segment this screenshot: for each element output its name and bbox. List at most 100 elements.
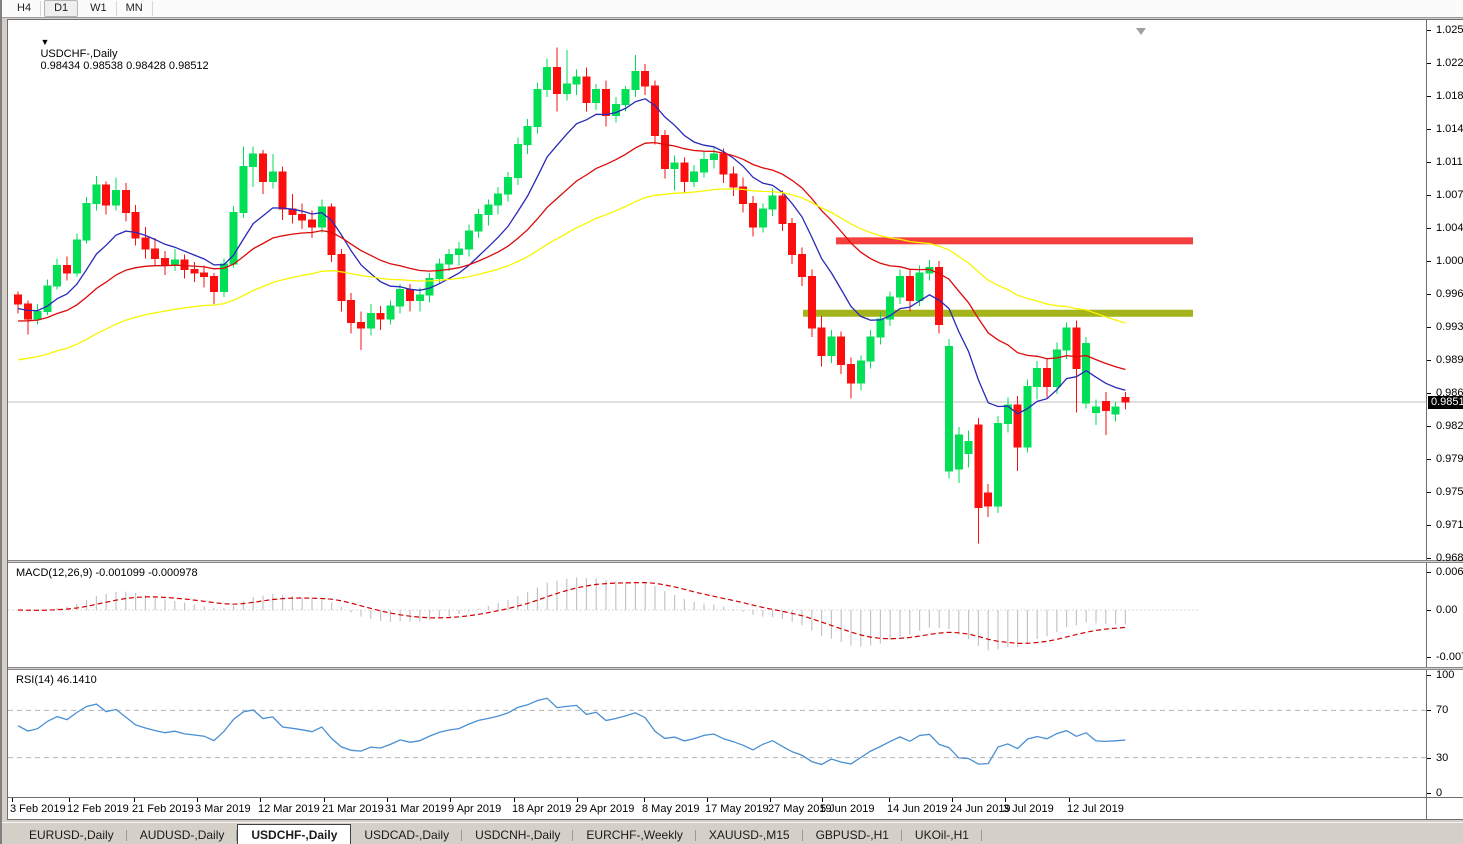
price-scale-tick [1427, 294, 1431, 295]
price-scale-label: 1.01130 [1436, 156, 1463, 168]
timeframe-button-w1[interactable]: W1 [81, 1, 117, 16]
tab-separator [694, 830, 696, 841]
candle [92, 175, 101, 211]
candle [553, 47, 561, 112]
splitter-macd-rsi[interactable] [8, 667, 1463, 670]
candle [847, 357, 855, 399]
macd-scale-label: 0.00613 [1436, 566, 1463, 578]
time-axis-tick [197, 798, 198, 802]
price-scale-tick [1427, 228, 1431, 229]
candle [543, 58, 552, 97]
candle [788, 217, 797, 264]
candle [210, 272, 218, 305]
tab-separator [572, 830, 574, 841]
candle [533, 82, 542, 134]
price-chart-panel[interactable]: ▼ USDCHF-,Daily 0.98434 0.98538 0.98428 … [8, 20, 1426, 560]
candle [562, 50, 571, 101]
candle [925, 260, 934, 281]
candle [513, 137, 522, 185]
chart-shift-marker-icon[interactable] [1136, 28, 1146, 35]
time-axis-tick [134, 798, 135, 802]
candle [592, 84, 601, 110]
rsi-scale-label: 0 [1436, 787, 1443, 799]
candle [856, 355, 865, 391]
time-axis-label: 29 Apr 2019 [575, 803, 635, 815]
rsi-scale-label: 70 [1436, 704, 1449, 717]
time-axis-tick [889, 798, 890, 802]
time-axis[interactable]: 3 Feb 2019 12 Feb 2019 21 Feb 2019 3 Mar 20… [8, 797, 1463, 818]
candle [798, 247, 806, 286]
timeframe-button-d1[interactable]: D1 [44, 0, 79, 17]
candle [494, 186, 503, 215]
price-scale-label: 1.00410 [1436, 222, 1463, 234]
chart-ohlc-values: 0.98434 0.98538 0.98428 0.98512 [40, 60, 209, 72]
time-axis-label: 12 Feb 2019 [67, 803, 129, 815]
candle [827, 329, 836, 363]
current-price-badge: 0.98512 [1428, 395, 1463, 409]
price-scale-tick [1427, 360, 1431, 361]
candle [1092, 399, 1100, 426]
macd-label: MACD(12,26,9) -0.001099 -0.000978 [16, 567, 198, 579]
time-axis-label: 3 Mar 2019 [195, 803, 251, 815]
candle [23, 300, 32, 335]
chart-tab-audusd-daily[interactable]: AUDUSD-,Daily [127, 826, 238, 844]
symbol-dropdown-icon[interactable]: ▼ [40, 37, 50, 47]
price-scale-tick [1427, 261, 1431, 262]
candle [1101, 392, 1110, 436]
moving-average-fast [17, 98, 1126, 415]
candle [778, 190, 787, 231]
candle [758, 203, 767, 233]
candle [141, 227, 150, 259]
candle [14, 291, 22, 314]
candle [807, 269, 816, 338]
chart-tab-eurchf-weekly[interactable]: EURCHF-,Weekly [573, 826, 696, 844]
moving-average-slow [17, 188, 1126, 361]
candle [621, 85, 630, 112]
chart-tab-usdcnh-daily[interactable]: USDCNH-,Daily [462, 826, 574, 844]
candle [1111, 401, 1120, 422]
price-scale[interactable]: 1.02570 1.02210 1.01850 1.01490 1.01130 1.007… [1426, 20, 1463, 564]
chart-tab-usdcad-daily[interactable]: USDCAD-,Daily [351, 826, 463, 844]
candle [1033, 360, 1042, 400]
tab-separator [980, 830, 982, 841]
candle [817, 316, 826, 367]
splitter-price-macd[interactable] [8, 560, 1463, 563]
candle [415, 287, 424, 312]
price-scale-tick [1427, 327, 1431, 328]
chart-tab-xauusd-m15[interactable]: XAUUSD-,M15 [696, 826, 803, 844]
tab-separator [801, 830, 803, 841]
timeframe-toolbar: H4 D1 W1 MN [2, 0, 1463, 18]
rsi-panel[interactable]: RSI(14) 46.1410 [8, 670, 1426, 797]
chart-tab-gbpusd-h1[interactable]: GBPUSD-,H1 [803, 826, 902, 844]
price-scale-tick [1427, 63, 1431, 64]
chart-tab-ukoil-h1[interactable]: UKOil-,H1 [902, 826, 982, 844]
candle [72, 233, 81, 277]
macd-scale-tick [1427, 572, 1431, 573]
scale-corner [1426, 797, 1463, 819]
time-axis-tick [644, 798, 645, 802]
candle [317, 199, 326, 233]
candle [739, 177, 748, 213]
time-axis-label: 12 Jul 2019 [1067, 803, 1124, 815]
candle [886, 291, 895, 327]
time-axis-label: 24 Jun 2019 [950, 803, 1011, 815]
time-axis-tick [822, 798, 823, 802]
level-line-resistance[interactable] [836, 237, 1193, 245]
price-scale-label: 1.00050 [1436, 255, 1463, 267]
chart-tab-eurusd-daily[interactable]: EURUSD-,Daily [16, 826, 127, 844]
rsi-scale[interactable]: 100 70 30 0 [1426, 669, 1463, 799]
timeframe-button-mn[interactable]: MN [117, 1, 153, 16]
candle [131, 205, 140, 246]
timeframe-button-h4[interactable]: H4 [8, 1, 42, 16]
candle [259, 150, 267, 195]
macd-scale[interactable]: 0.00613 0.00 -0.007612 [1426, 563, 1463, 667]
candle [896, 269, 904, 305]
chart-tab-usdchf-daily[interactable]: USDCHF-,Daily [237, 824, 352, 844]
level-line-support[interactable] [803, 309, 1193, 317]
candle [455, 241, 463, 266]
tab-separator [900, 830, 902, 841]
time-axis-label: 3 Feb 2019 [10, 803, 66, 815]
candle [190, 261, 199, 283]
macd-panel[interactable]: MACD(12,26,9) -0.001099 -0.000978 [8, 563, 1426, 667]
